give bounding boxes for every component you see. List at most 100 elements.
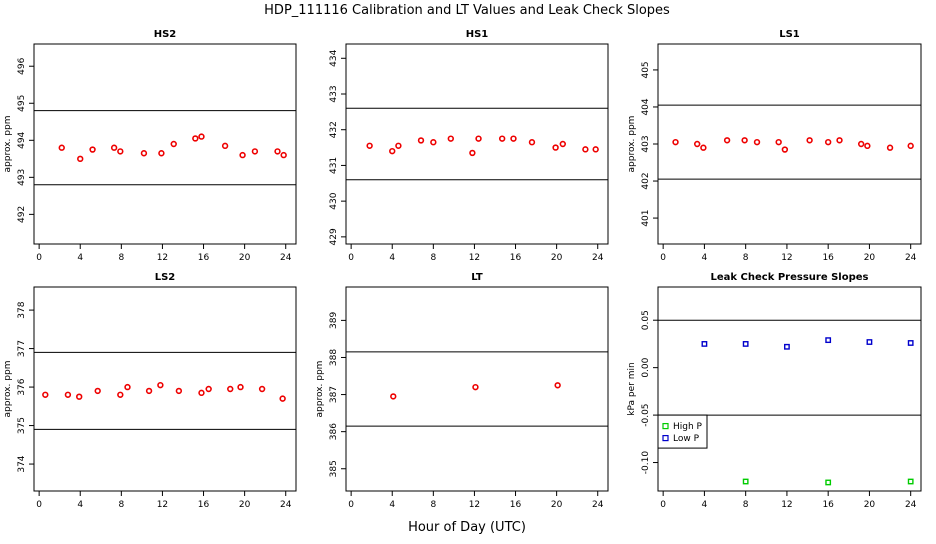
x-tick-label: 16 bbox=[198, 253, 210, 263]
y-tick-label: 495 bbox=[17, 95, 27, 112]
y-tick-label: 388 bbox=[329, 349, 339, 366]
x-tick-label: 0 bbox=[660, 253, 666, 263]
x-tick-label: 0 bbox=[348, 500, 354, 510]
data-point bbox=[836, 137, 843, 144]
data-point bbox=[417, 137, 425, 144]
data-point bbox=[175, 387, 183, 395]
data-point bbox=[170, 140, 177, 148]
data-point bbox=[824, 138, 832, 146]
data-point bbox=[145, 387, 153, 395]
x-tick-label: 12 bbox=[157, 253, 168, 263]
data-point bbox=[741, 137, 748, 144]
panel-title: HS1 bbox=[466, 29, 489, 40]
panel-title: LS1 bbox=[779, 29, 800, 40]
y-tick-label: 496 bbox=[17, 57, 27, 74]
x-tick-label: 4 bbox=[389, 253, 395, 263]
data-point-low-p bbox=[825, 337, 832, 344]
y-tick-label: 492 bbox=[17, 206, 27, 223]
data-point bbox=[157, 381, 164, 389]
y-tick-label: 378 bbox=[17, 301, 27, 318]
y-axis-label: approx. ppm bbox=[3, 116, 13, 173]
data-point bbox=[582, 146, 589, 153]
y-tick-label: 0.00 bbox=[641, 357, 651, 377]
x-tick-label: 4 bbox=[702, 500, 708, 510]
data-point bbox=[192, 135, 199, 142]
data-point bbox=[117, 391, 124, 398]
x-tick-label: 16 bbox=[510, 253, 522, 263]
data-point bbox=[258, 385, 266, 393]
x-tick-label: 12 bbox=[781, 500, 792, 510]
data-point bbox=[110, 144, 118, 151]
data-point bbox=[592, 146, 599, 153]
panel-title: LS2 bbox=[155, 272, 176, 283]
y-tick-label: 402 bbox=[641, 172, 651, 189]
y-tick-label: 432 bbox=[329, 121, 339, 138]
data-point bbox=[94, 387, 101, 395]
data-point bbox=[886, 144, 894, 151]
data-point bbox=[158, 150, 165, 157]
y-tick-label: 377 bbox=[17, 340, 27, 357]
data-point bbox=[64, 391, 72, 398]
y-tick-label: 429 bbox=[329, 228, 339, 245]
legend: High P Low P bbox=[657, 414, 708, 449]
x-tick-label: 20 bbox=[551, 253, 563, 263]
y-axis-label: kPa per min bbox=[627, 362, 637, 415]
data-point bbox=[554, 382, 561, 389]
data-point bbox=[205, 385, 212, 393]
data-point bbox=[124, 383, 131, 391]
data-point bbox=[552, 144, 559, 151]
x-tick-label: 4 bbox=[77, 253, 83, 263]
data-point-low-p bbox=[866, 339, 873, 345]
data-point bbox=[390, 393, 397, 400]
x-tick-label: 16 bbox=[822, 500, 834, 510]
y-tick-label: 494 bbox=[17, 131, 27, 148]
data-point bbox=[366, 142, 373, 149]
data-point bbox=[279, 395, 286, 402]
panel-1: HS2 approx. ppm 0 4 8 12 16 20 24 492 493 494 495 496 bbox=[3, 29, 297, 263]
data-point bbox=[672, 138, 679, 146]
y-tick-label: 385 bbox=[329, 460, 339, 477]
data-point bbox=[864, 142, 871, 150]
data-point bbox=[781, 146, 789, 153]
data-point-low-p bbox=[742, 341, 749, 347]
panel-title: LT bbox=[471, 272, 483, 283]
x-tick-label: 8 bbox=[118, 253, 124, 263]
panel-6: Leak Check Pressure Slopes kPa per min 0 4 8… bbox=[627, 272, 922, 510]
x-tick-label: 24 bbox=[592, 253, 604, 263]
panel-5: LT approx. ppm 0 4 8 12 16 20 24 385 386 387 388 389 bbox=[315, 272, 609, 510]
plot-frame bbox=[33, 43, 297, 245]
panel-title: HS2 bbox=[154, 29, 177, 40]
y-tick-label: 389 bbox=[329, 312, 339, 329]
data-point bbox=[693, 140, 701, 148]
data-point bbox=[58, 144, 65, 151]
data-point-high-p bbox=[907, 478, 914, 485]
data-point bbox=[227, 385, 234, 393]
x-tick-label: 12 bbox=[469, 253, 480, 263]
x-tick-label: 20 bbox=[864, 500, 876, 510]
x-tick-label: 24 bbox=[905, 500, 917, 510]
x-tick-label: 4 bbox=[77, 500, 83, 510]
data-point-low-p bbox=[907, 340, 914, 346]
x-tick-label: 4 bbox=[702, 253, 708, 263]
data-point bbox=[42, 391, 49, 398]
x-tick-label: 20 bbox=[239, 500, 251, 510]
data-point-low-p bbox=[784, 343, 790, 350]
panel-4: LS2 approx. ppm 0 4 8 12 16 20 24 374 375 376 377 378 bbox=[3, 272, 297, 510]
data-point bbox=[753, 138, 761, 146]
data-point bbox=[907, 142, 914, 150]
data-point bbox=[237, 383, 244, 391]
x-tick-label: 0 bbox=[36, 500, 42, 510]
x-tick-label: 16 bbox=[198, 500, 210, 510]
data-point bbox=[140, 150, 148, 157]
data-point bbox=[77, 155, 84, 163]
data-point bbox=[198, 133, 205, 140]
y-tick-label: 374 bbox=[17, 455, 27, 472]
x-tick-label: 0 bbox=[660, 500, 666, 510]
panel-title: Leak Check Pressure Slopes bbox=[711, 272, 869, 283]
x-tick-label: 20 bbox=[239, 253, 251, 263]
figure-title: HDP_111116 Calibration and LT Values and… bbox=[264, 3, 670, 18]
legend-marker bbox=[662, 434, 669, 442]
plot-frame bbox=[33, 286, 297, 492]
